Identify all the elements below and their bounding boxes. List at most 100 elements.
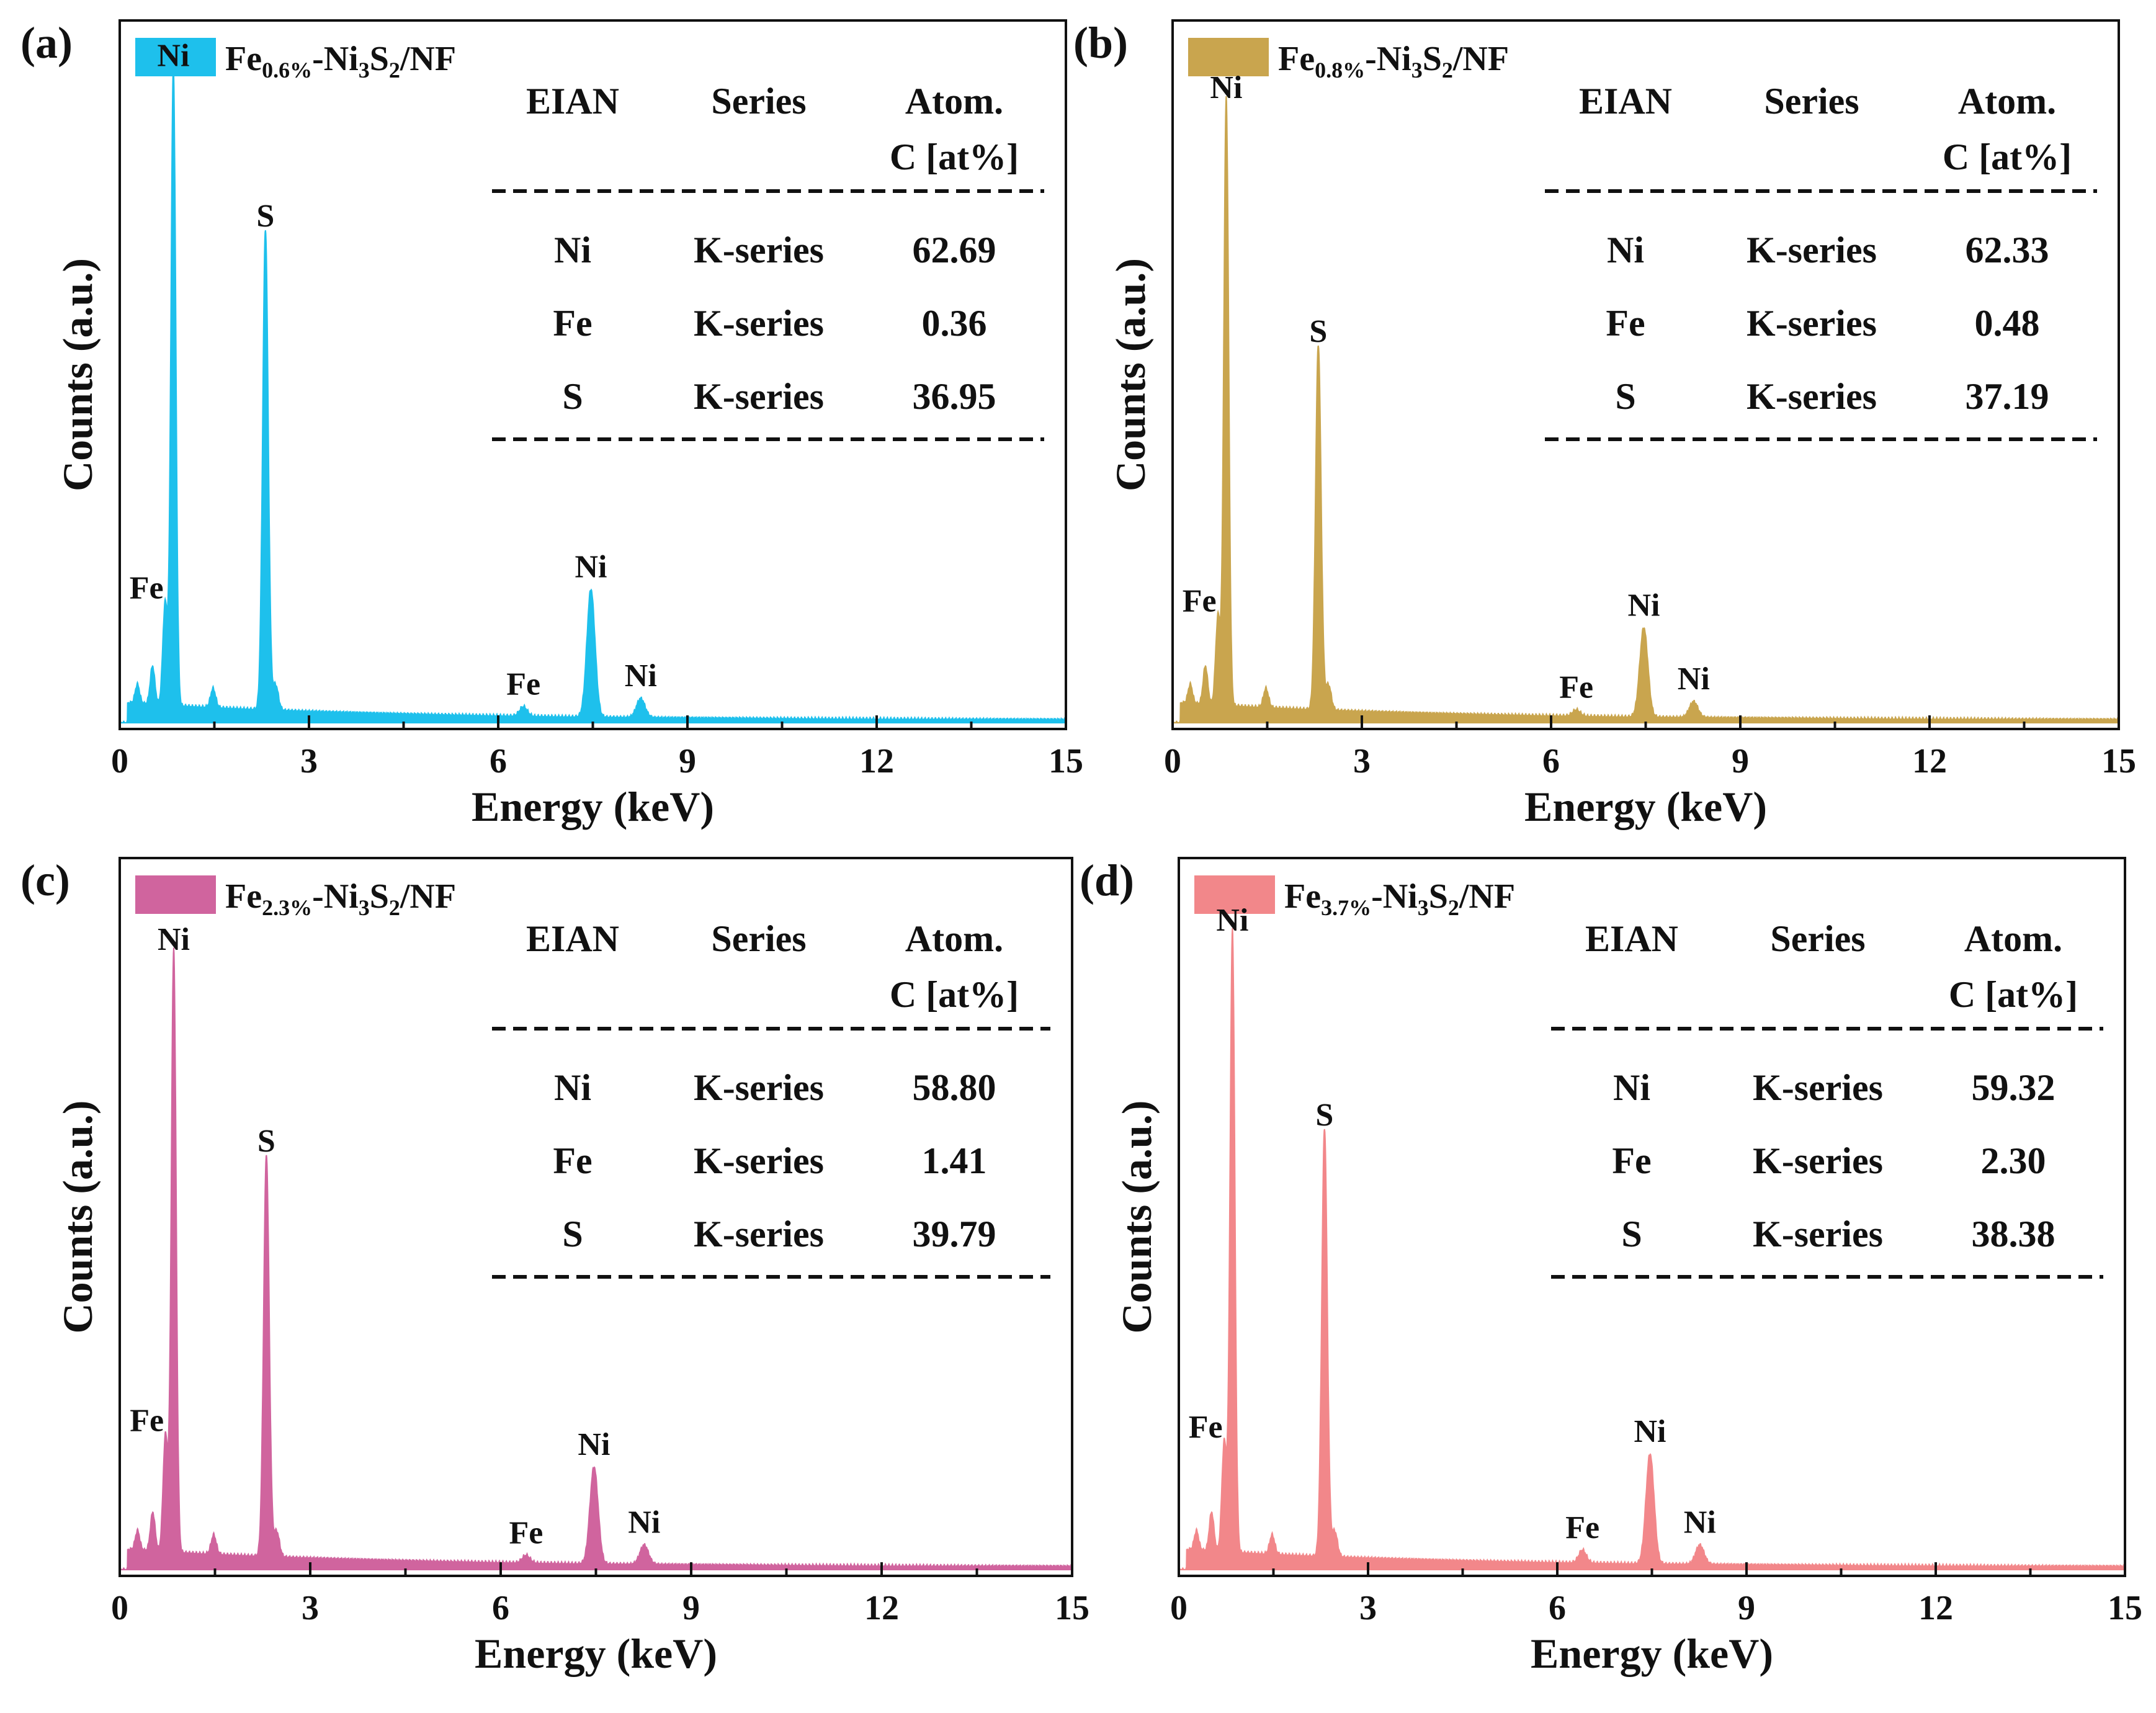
- table-cell-series: K-series: [694, 230, 824, 271]
- table-cell-element: Fe: [1612, 1140, 1651, 1181]
- x-tick-label: 0: [111, 1589, 128, 1627]
- table-cell-atom: 2.30: [1981, 1140, 2046, 1181]
- y-axis-label: Counts (a.u.): [1107, 258, 1154, 491]
- table-header-series: Series: [1764, 81, 1859, 122]
- panel-label: (c): [20, 856, 70, 905]
- panel-label: (b): [1073, 18, 1128, 68]
- peak-label: Ni: [1216, 903, 1248, 938]
- table-cell-element: Ni: [554, 230, 591, 271]
- y-axis-label: Counts (a.u.): [1113, 1101, 1160, 1334]
- panel-label: (d): [1080, 856, 1134, 905]
- peak-label: Fe: [1559, 670, 1593, 705]
- x-tick-label: 6: [492, 1589, 509, 1627]
- peak-label: Fe: [1565, 1510, 1599, 1545]
- legend-swatch: [1194, 875, 1275, 914]
- panel-c: 0 3 6 9 12 15 Energy (keV) Counts (a.u.) (c) Fe2.…: [20, 856, 1089, 1677]
- table-cell-atom: 36.95: [913, 376, 996, 417]
- legend-swatch: [135, 875, 216, 914]
- table-header-atom-unit: C [at%]: [890, 974, 1019, 1015]
- spectrum-area: [1171, 96, 2119, 723]
- x-tick-label: 0: [1164, 742, 1181, 780]
- table-header-eian: EIAN: [526, 918, 619, 959]
- x-tick-label: 3: [300, 742, 318, 780]
- y-axis-label: Counts (a.u.): [54, 1101, 101, 1334]
- panel-d: 0 3 6 9 12 15 Energy (keV) Counts (a.u.) (d) Fe3.…: [1080, 856, 2142, 1677]
- table-cell-element: S: [562, 1214, 583, 1255]
- legend-label: Fe2.3%-Ni3S2/NF: [225, 877, 456, 920]
- x-axis-label: Energy (keV): [475, 1630, 717, 1677]
- table-cell-atom: 62.33: [1966, 230, 2049, 271]
- table-cell-atom: 1.41: [922, 1140, 987, 1181]
- table-header-eian: EIAN: [526, 81, 619, 122]
- x-tick-label: 12: [1918, 1589, 1953, 1627]
- x-axis-label: Energy (keV): [1524, 783, 1767, 830]
- peak-label: Fe: [1183, 583, 1217, 619]
- x-tick-label: 3: [1359, 1589, 1377, 1627]
- table-header-series: Series: [1770, 918, 1865, 959]
- table-header-atom-unit: C [at%]: [1943, 136, 2072, 177]
- table-cell-atom: 38.38: [1972, 1214, 2055, 1255]
- table-header-eian: EIAN: [1585, 918, 1678, 959]
- x-tick-label: 3: [302, 1589, 319, 1627]
- x-tick-label: 15: [2101, 742, 2136, 780]
- table-cell-atom: 37.19: [1966, 376, 2049, 417]
- peak-label: Ni: [1210, 70, 1242, 105]
- table-cell-series: K-series: [694, 303, 824, 344]
- peak-label: Ni: [1684, 1505, 1716, 1541]
- table-cell-element: Ni: [554, 1067, 591, 1108]
- table-cell-element: Fe: [1606, 303, 1645, 344]
- peak-label: Fe: [130, 1403, 164, 1439]
- x-tick-label: 0: [1170, 1589, 1188, 1627]
- peak-label: Ni: [158, 922, 190, 957]
- table-cell-atom: 0.48: [1975, 303, 2040, 344]
- spectrum-area: [119, 64, 1067, 723]
- peak-label: Ni: [625, 658, 657, 694]
- table-cell-atom: 58.80: [913, 1067, 996, 1108]
- x-tick-label: 6: [490, 742, 507, 780]
- peak-label: Fe: [506, 666, 540, 702]
- legend-swatch: [135, 38, 216, 76]
- peak-label: Fe: [1189, 1410, 1223, 1445]
- x-tick-label: 12: [1912, 742, 1947, 780]
- table-header-atom: Atom.: [905, 81, 1003, 122]
- table-header-eian: EIAN: [1579, 81, 1672, 122]
- table-cell-element: Ni: [1607, 230, 1644, 271]
- table-header-series: Series: [711, 918, 806, 959]
- spectrum-area: [1178, 928, 2126, 1570]
- table-header-atom-unit: C [at%]: [890, 136, 1019, 177]
- peak-label: Ni: [628, 1505, 660, 1541]
- legend-label: Fe3.7%-Ni3S2/NF: [1284, 877, 1515, 920]
- table-header-atom: Atom.: [905, 918, 1003, 959]
- table-cell-element: S: [562, 376, 583, 417]
- x-tick-label: 12: [864, 1589, 899, 1627]
- peak-label: Ni: [575, 549, 607, 584]
- x-tick-label: 6: [1549, 1589, 1566, 1627]
- table-cell-series: K-series: [694, 1067, 824, 1108]
- peak-label: S: [1309, 314, 1327, 349]
- y-axis-label: Counts (a.u.): [54, 258, 101, 491]
- x-axis-label: Energy (keV): [472, 783, 714, 830]
- peak-label: Ni: [1678, 661, 1710, 697]
- spectrum-area: [119, 947, 1073, 1570]
- table-header-atom: Atom.: [1958, 81, 2056, 122]
- peak-label: Ni: [578, 1427, 610, 1462]
- legend-swatch: [1188, 38, 1269, 76]
- table-cell-atom: 62.69: [913, 230, 996, 271]
- x-tick-label: 9: [682, 1589, 700, 1627]
- panel-label: (a): [20, 18, 73, 68]
- table-header-atom: Atom.: [1964, 918, 2062, 959]
- table-cell-element: S: [1615, 376, 1635, 417]
- peak-label: S: [1315, 1098, 1333, 1133]
- x-tick-label: 6: [1542, 742, 1560, 780]
- peak-label: Fe: [509, 1515, 543, 1550]
- table-cell-series: K-series: [694, 376, 824, 417]
- table-cell-series: K-series: [694, 1140, 824, 1181]
- table-cell-series: K-series: [1747, 376, 1877, 417]
- peak-label: Ni: [1627, 588, 1660, 623]
- table-cell-series: K-series: [1747, 303, 1877, 344]
- table-cell-atom: 39.79: [913, 1214, 996, 1255]
- x-axis-label: Energy (keV): [1531, 1630, 1773, 1677]
- peak-label: S: [256, 199, 274, 234]
